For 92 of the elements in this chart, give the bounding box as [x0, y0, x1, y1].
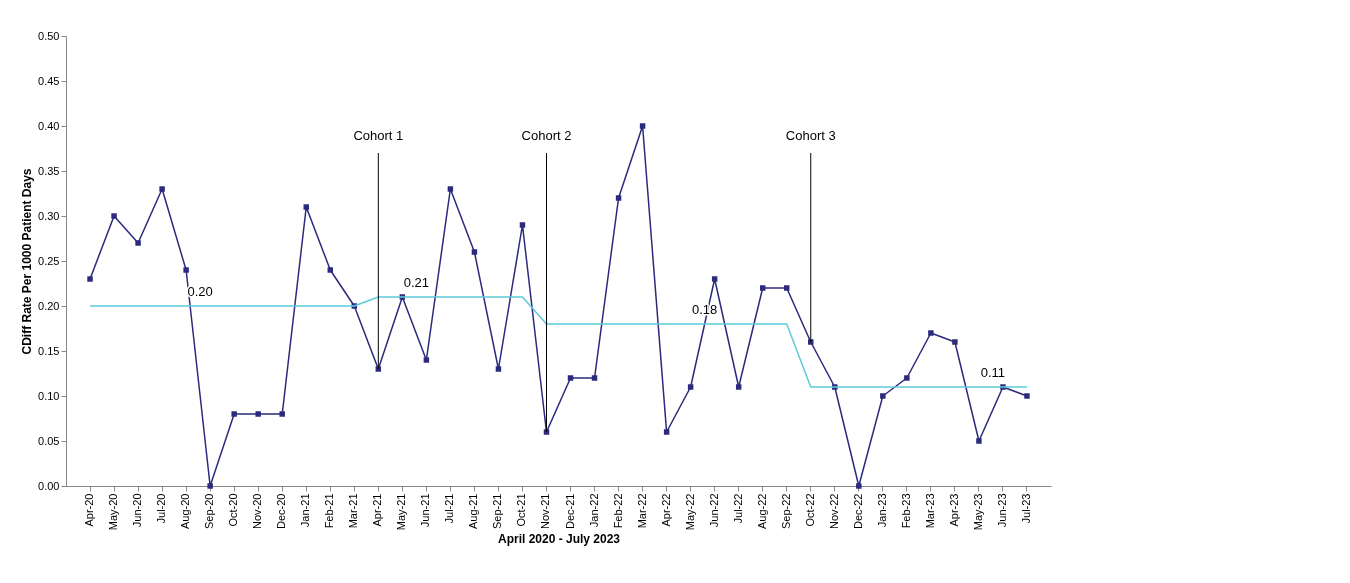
line-series — [89, 296, 1028, 388]
x-tick-label: Aug-20 — [179, 493, 192, 529]
x-tick-label: May-23 — [971, 493, 984, 531]
point — [711, 276, 718, 282]
point — [976, 438, 982, 444]
point — [159, 186, 165, 192]
x-tick-label: May-20 — [107, 493, 120, 531]
x-tick-label: Dec-22 — [851, 493, 864, 529]
point — [327, 267, 334, 273]
point — [687, 384, 694, 390]
x-tick-label: Mar-23 — [923, 493, 936, 529]
x-tick-label: Jun-23 — [995, 493, 1008, 528]
y-tick-label: 0.10 — [38, 389, 60, 402]
point — [255, 411, 261, 417]
x-tick-label: Jun-21 — [419, 493, 432, 528]
x-tick-label: Oct-20 — [227, 493, 240, 527]
point — [519, 222, 526, 228]
x-tick-label: Jun-22 — [707, 493, 720, 528]
x-tick-label: Jul-21 — [443, 493, 456, 524]
y-tick-label: 0.35 — [38, 164, 60, 177]
point — [663, 429, 670, 435]
point — [735, 384, 742, 390]
x-tick-label: Feb-21 — [323, 493, 336, 529]
x-tick-label: Sep-22 — [779, 493, 792, 529]
x-tick-label: May-21 — [395, 493, 408, 531]
x-tick-label: Mar-22 — [635, 493, 648, 529]
x-tick-label: Apr-23 — [947, 493, 960, 527]
y-axis-title: CDiff Rate Per 1000 Patient Days — [20, 168, 35, 355]
annotation: Cohort 1 — [353, 128, 404, 143]
point — [904, 375, 910, 381]
y-tick-label: 0.05 — [38, 434, 60, 447]
x-tick-label: Jan-22 — [587, 493, 600, 528]
point — [87, 276, 93, 282]
x-tick-label: Jan-21 — [299, 493, 312, 528]
x-tick-label: Nov-20 — [251, 493, 264, 529]
point — [567, 375, 574, 381]
x-tick-label: Aug-22 — [755, 493, 768, 529]
point — [135, 240, 141, 246]
x-tick-label: Apr-20 — [83, 493, 96, 527]
point — [183, 267, 189, 273]
x-tick-label: Apr-22 — [659, 493, 672, 527]
x-tick-label: Jul-20 — [155, 493, 168, 524]
x-tick-label: May-22 — [683, 493, 696, 531]
y-tick-label: 0.15 — [38, 344, 60, 357]
point — [928, 330, 934, 336]
point — [447, 186, 454, 192]
point — [471, 249, 478, 255]
point — [783, 285, 790, 291]
x-tick-label: Jul-23 — [1019, 493, 1032, 524]
y-tick-label: 0.30 — [38, 209, 60, 222]
y-tick-label: 0.00 — [38, 479, 60, 492]
data-label: 0.21 — [403, 275, 429, 290]
point — [880, 393, 886, 399]
y-tick-label: 0.45 — [38, 74, 60, 87]
point — [808, 339, 814, 345]
y-tick-label: 0.20 — [38, 299, 60, 312]
data-label: 0.11 — [980, 365, 1006, 380]
x-tick-label: Mar-21 — [347, 493, 360, 529]
x-axis-title: April 2020 - July 2023 — [497, 532, 621, 547]
x-tick-label: Oct-21 — [515, 493, 528, 527]
point — [279, 411, 285, 417]
x-tick-label: Apr-21 — [371, 493, 384, 527]
point — [615, 195, 622, 201]
x-tick-label: Feb-23 — [899, 493, 912, 529]
x-tick-label: Aug-21 — [467, 493, 480, 529]
y-tick-label: 0.40 — [38, 119, 60, 132]
x-tick-label: Oct-22 — [803, 493, 816, 527]
point — [952, 339, 958, 345]
point — [423, 357, 430, 363]
y-tick-label: 0.25 — [38, 254, 60, 267]
x-tick-label: Nov-22 — [827, 493, 840, 529]
annotation: Cohort 3 — [785, 128, 836, 143]
y-tick-label: 0.50 — [38, 29, 60, 42]
point — [231, 411, 237, 417]
x-tick-label: Nov-21 — [539, 493, 552, 529]
point — [1024, 393, 1030, 399]
annotation: Cohort 2 — [521, 128, 572, 143]
x-tick-label: Jul-22 — [731, 493, 744, 524]
point — [639, 123, 646, 129]
point — [303, 204, 309, 210]
point — [759, 285, 766, 291]
x-tick-label: Feb-22 — [611, 493, 624, 529]
point — [375, 366, 382, 372]
point — [111, 213, 117, 219]
x-tick-label: Dec-20 — [275, 493, 288, 529]
x-tick-label: Sep-20 — [203, 493, 216, 529]
x-tick-label: Dec-21 — [563, 493, 576, 529]
x-tick-label: Jan-23 — [875, 493, 888, 528]
x-tick-label: Jun-20 — [131, 493, 144, 528]
x-tick-label: Sep-21 — [491, 493, 504, 529]
point — [495, 366, 502, 372]
point — [591, 375, 598, 381]
